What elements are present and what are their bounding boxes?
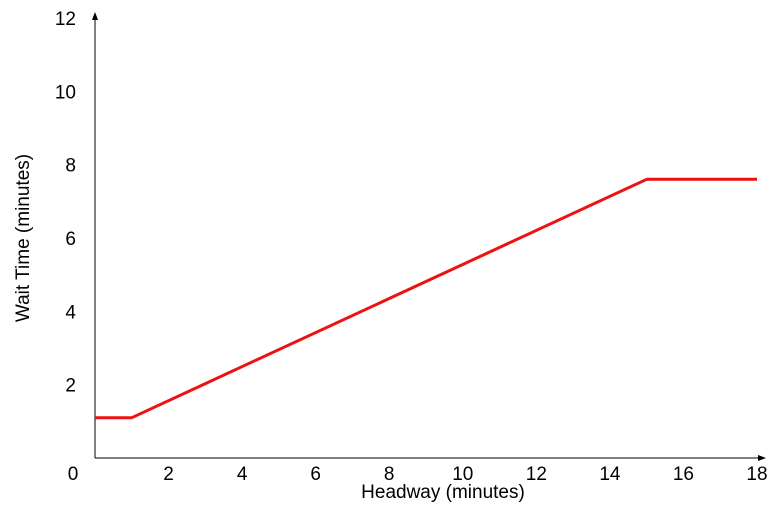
x-tick-label: 18 xyxy=(746,464,767,485)
x-tick-label: 12 xyxy=(526,464,547,485)
axes xyxy=(92,12,766,461)
y-tick-label: 4 xyxy=(65,302,76,323)
y-tick-label: 8 xyxy=(65,156,76,177)
x-axis-arrow xyxy=(758,455,766,461)
x-tick-label: 10 xyxy=(452,464,473,485)
x-tick-label: 14 xyxy=(599,464,621,485)
x-tick-label: 4 xyxy=(237,464,248,485)
y-tick-label: 10 xyxy=(55,82,76,103)
series-line xyxy=(95,177,757,420)
tick-labels: 0 2 4 6 8 10 12 14 16 18 2 4 6 8 10 12 xyxy=(55,9,768,485)
y-axis-title: Wait Time (minutes) xyxy=(13,154,34,322)
y-tick-label: 12 xyxy=(55,9,76,30)
x-axis-title: Headway (minutes) xyxy=(361,482,525,503)
y-tick-label: 6 xyxy=(65,229,76,250)
y-tick-label: 2 xyxy=(65,376,76,397)
series-layer xyxy=(95,177,757,420)
origin-tick-label: 0 xyxy=(68,464,79,485)
x-tick-label: 8 xyxy=(384,464,395,485)
x-tick-label: 6 xyxy=(310,464,321,485)
x-tick-label: 16 xyxy=(673,464,694,485)
x-tick-label: 2 xyxy=(163,464,174,485)
y-axis-arrow xyxy=(92,12,98,20)
